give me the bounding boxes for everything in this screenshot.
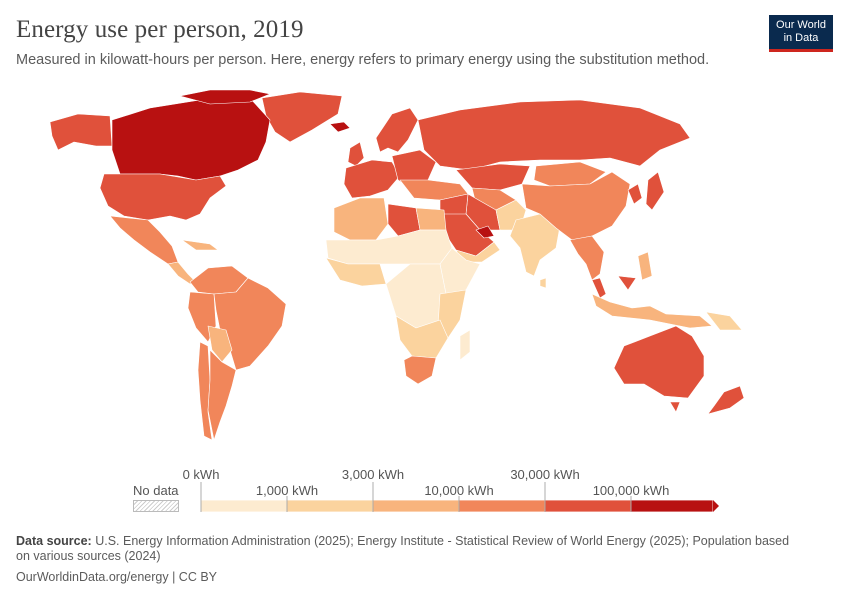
region-australia[interactable]	[613, 325, 705, 399]
region-china[interactable]	[521, 171, 631, 241]
region-new-zealand[interactable]	[707, 385, 745, 415]
region-uk-ireland[interactable]	[347, 141, 365, 167]
legend-tick-label-top: 3,000 kWh	[341, 467, 405, 482]
world-map[interactable]	[0, 80, 850, 460]
region-south-africa[interactable]	[403, 355, 437, 385]
region-papua-new-guinea[interactable]	[705, 311, 743, 331]
region-russia[interactable]	[417, 99, 691, 171]
footer-link[interactable]: OurWorldinData.org/energy | CC BY	[16, 570, 218, 584]
data-source-label: Data source:	[16, 534, 92, 548]
region-alaska[interactable]	[49, 113, 113, 151]
region-chile[interactable]	[197, 341, 213, 441]
data-source: Data source: U.S. Energy Information Adm…	[16, 534, 789, 548]
region-malaysia[interactable]	[591, 275, 637, 299]
region-uae-qatar[interactable]	[475, 225, 495, 239]
owid-logo[interactable]: Our World in Data	[769, 15, 833, 52]
legend-tick-label-bottom: 1,000 kWh	[255, 483, 319, 498]
logo-line-1: Our World	[776, 19, 826, 31]
legend-no-data-label: No data	[133, 483, 179, 498]
region-north-africa-west[interactable]	[333, 197, 389, 241]
canada-arctic-islands[interactable]	[179, 89, 271, 105]
chart-title: Energy use per person, 2019	[16, 16, 304, 43]
legend-tick-label-bottom: 100,000 kWh	[592, 483, 670, 498]
legend-arrow	[713, 500, 719, 512]
legend-tick-label-bottom: 10,000 kWh	[424, 483, 494, 498]
region-argentina[interactable]	[207, 349, 237, 441]
region-iceland[interactable]	[329, 121, 351, 133]
legend-bin	[458, 499, 546, 513]
region-usa[interactable]	[99, 173, 227, 221]
region-indochina[interactable]	[569, 235, 605, 281]
region-scandinavia[interactable]	[375, 107, 419, 153]
region-korea-japan[interactable]	[627, 171, 665, 211]
legend-tick-label-top: 0 kWh	[182, 467, 220, 482]
data-source-text-line2: on various sources (2024)	[16, 549, 161, 563]
logo-line-2: in Data	[783, 32, 819, 44]
region-indonesia[interactable]	[591, 293, 713, 329]
chart-subtitle: Measured in kilowatt-hours per person. H…	[16, 52, 710, 68]
data-source-text: U.S. Energy Information Administration (…	[95, 534, 790, 548]
legend-tick-label-top: 30,000 kWh	[510, 467, 580, 482]
legend-bin	[286, 499, 374, 513]
region-southern-africa[interactable]	[395, 315, 449, 359]
region-caribbean[interactable]	[181, 239, 219, 251]
region-bolivia-paraguay[interactable]	[207, 325, 233, 363]
region-madagascar[interactable]	[459, 329, 471, 361]
region-tasmania[interactable]	[669, 401, 681, 413]
legend-bin	[200, 499, 288, 513]
legend-no-data-swatch	[133, 500, 179, 512]
region-western-europe[interactable]	[343, 159, 401, 199]
legend-bin	[630, 499, 714, 513]
legend-bin	[544, 499, 632, 513]
region-sri-lanka[interactable]	[539, 277, 547, 289]
legend-bin	[372, 499, 460, 513]
region-philippines[interactable]	[637, 251, 653, 281]
